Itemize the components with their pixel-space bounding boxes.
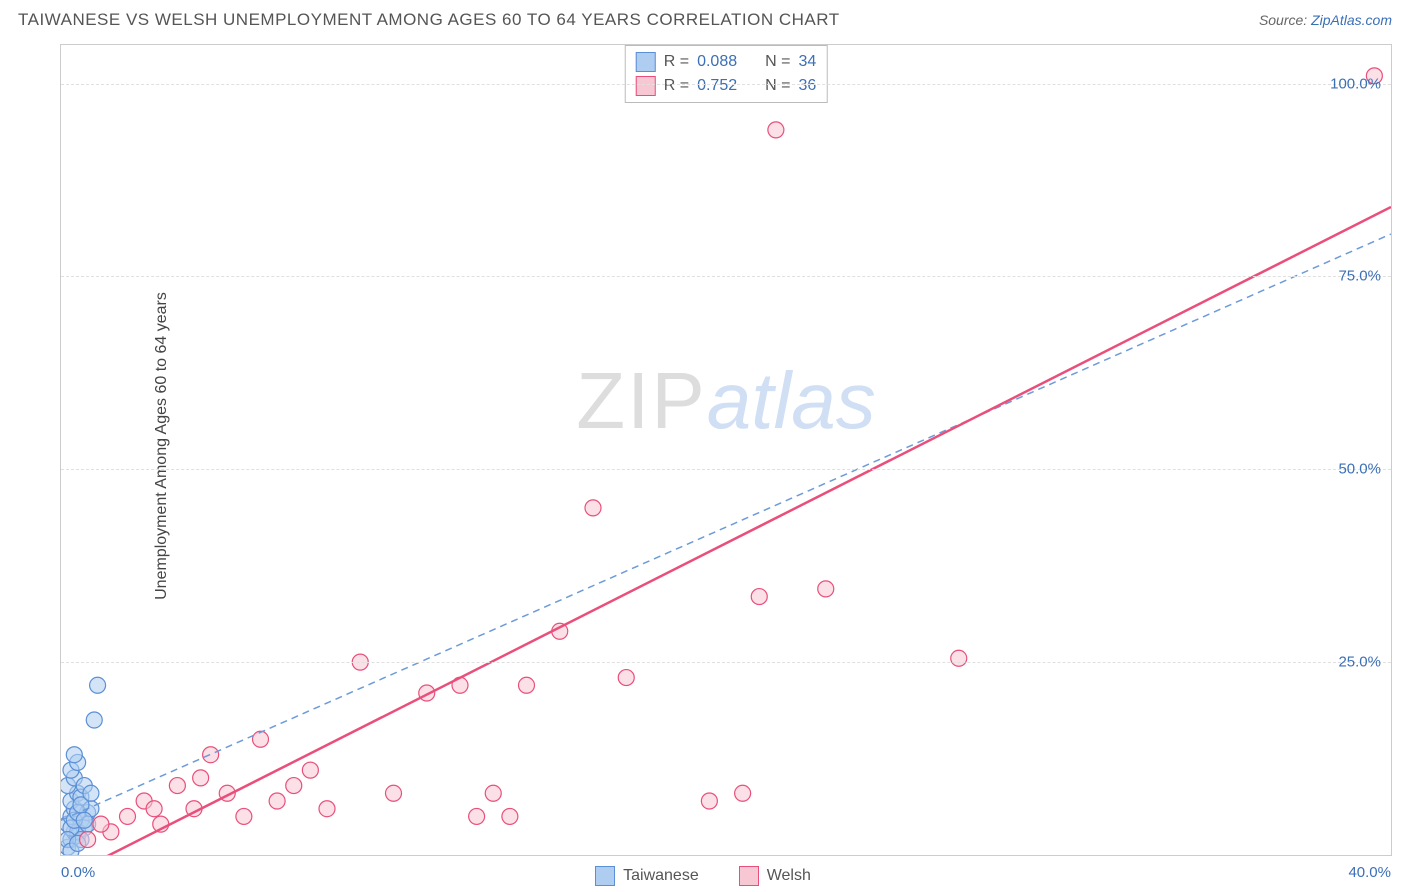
chart-area: ZIPatlas R =0.088N =34R =0.752N =36 25.0… [60,44,1392,856]
trend-line [61,234,1391,820]
data-point [768,122,784,138]
data-point [735,785,751,801]
stats-row: R = 0.088 N = 34 [636,50,817,74]
data-point [80,832,96,848]
data-point [76,812,92,828]
ytick-label: 50.0% [1338,461,1381,478]
data-point [269,793,285,809]
plot-surface: ZIPatlas R =0.088N =34R =0.752N =36 25.0… [61,45,1391,855]
data-point [469,808,485,824]
plot-svg [61,45,1391,855]
data-point [66,747,82,763]
legend-item: Taiwanese [595,866,699,886]
r-value: 0.088 [697,50,737,74]
n-value: 36 [798,74,816,98]
legend-swatch [595,866,615,886]
data-point [751,589,767,605]
gridline-h [61,469,1391,470]
data-point [236,808,252,824]
data-point [519,677,535,693]
data-point [502,808,518,824]
trend-line [94,207,1391,855]
source-link[interactable]: ZipAtlas.com [1311,12,1392,28]
data-point [203,747,219,763]
gridline-h [61,84,1391,85]
series-swatch [636,76,656,96]
r-label: R = [664,74,689,98]
n-label: N = [765,50,790,74]
header: TAIWANESE VS WELSH UNEMPLOYMENT AMONG AG… [0,0,1406,40]
data-point [386,785,402,801]
series-swatch [636,52,656,72]
ytick-label: 25.0% [1338,654,1381,671]
data-point [253,731,269,747]
data-point [146,801,162,817]
source: Source: ZipAtlas.com [1259,12,1392,28]
data-point [319,801,335,817]
data-point [90,677,106,693]
data-point [120,808,136,824]
legend-item: Welsh [739,866,811,886]
source-label: Source: [1259,12,1307,28]
bottom-legend: Taiwanese Welsh [0,866,1406,886]
data-point [93,816,109,832]
data-point [618,670,634,686]
gridline-h [61,662,1391,663]
legend-label: Taiwanese [623,867,699,885]
data-point [585,500,601,516]
data-point [193,770,209,786]
data-point [169,778,185,794]
legend-swatch [739,866,759,886]
ytick-label: 100.0% [1330,75,1381,92]
ytick-label: 75.0% [1338,268,1381,285]
data-point [701,793,717,809]
gridline-h [61,276,1391,277]
data-point [86,712,102,728]
data-point [83,785,99,801]
data-point [286,778,302,794]
stats-row: R = 0.752 N = 36 [636,74,817,98]
stats-box: R = 0.088 N = 34 R = 0.752 N = 36 [625,45,828,103]
data-point [818,581,834,597]
n-label: N = [765,74,790,98]
n-value: 34 [798,50,816,74]
legend-label: Welsh [767,867,811,885]
data-point [951,650,967,666]
data-point [302,762,318,778]
r-label: R = [664,50,689,74]
chart-title: TAIWANESE VS WELSH UNEMPLOYMENT AMONG AG… [18,10,840,30]
data-point [485,785,501,801]
r-value: 0.752 [697,74,737,98]
